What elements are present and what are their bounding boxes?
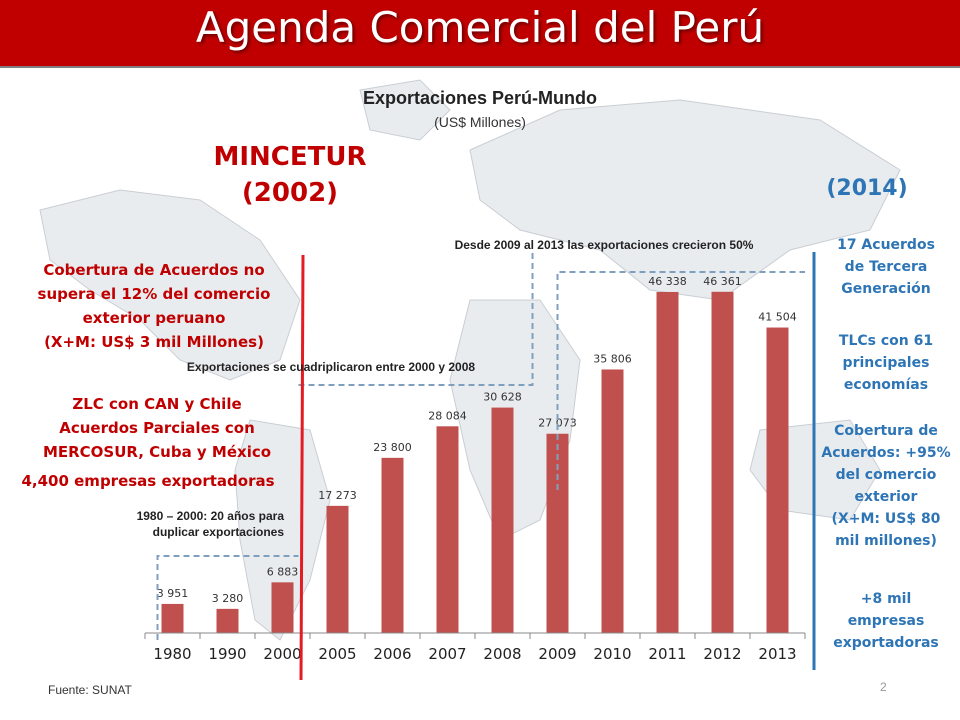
bar-2013 [766, 327, 789, 633]
left-coverage-line: exterior peruano [82, 309, 226, 327]
left-coverage-text: Cobertura de Acuerdos no supera el 12% d… [24, 258, 284, 354]
bar-1990 [216, 608, 239, 633]
dashed-bracket-2000-2008 [298, 251, 534, 386]
value-label-2009: 27 073 [538, 417, 577, 430]
x-tick-label-1980: 1980 [153, 645, 191, 663]
x-tick-label-2008: 2008 [483, 645, 521, 663]
left-agreements-line: ZLC con CAN y Chile [72, 395, 242, 413]
value-label-2006: 23 800 [373, 441, 412, 454]
page-number: 2 [880, 680, 887, 694]
right-companies-line: empresas [847, 613, 925, 629]
x-tick-label-2013: 2013 [758, 645, 796, 663]
bar-2007 [436, 426, 459, 633]
bar-2012 [711, 291, 734, 633]
x-tick-label-2012: 2012 [703, 645, 741, 663]
right-companies-line: exportadoras [833, 635, 939, 651]
bar-2011 [656, 291, 679, 633]
header-bar [0, 0, 960, 66]
x-tick-label-2005: 2005 [318, 645, 356, 663]
bar-2008 [491, 407, 514, 633]
value-label-2008: 30 628 [483, 391, 522, 404]
dashed-bracket-1980-2000 [156, 555, 299, 640]
x-tick-label-1990: 1990 [208, 645, 246, 663]
x-tick-label-2007: 2007 [428, 645, 466, 663]
bar-2005 [326, 505, 349, 633]
right-coverage-line: (X+M: US$ 80 [831, 511, 941, 527]
left-agreements-line: MERCOSUR, Cuba y México [42, 443, 272, 461]
value-label-2005: 17 273 [318, 489, 357, 502]
right-coverage-line: mil millones) [835, 533, 937, 549]
mincetur-2002-marker-line [299, 254, 305, 681]
dashed-bracket-2009-2013 [556, 271, 805, 490]
growth-annotation: Desde 2009 al 2013 las exportaciones cre… [454, 238, 754, 252]
bar-2010 [601, 369, 624, 633]
page-title: Agenda Comercial del Perú [195, 3, 765, 52]
right-tlc-text: TLCs con 61 principales economías [818, 330, 954, 396]
right-coverage-line: Cobertura de [834, 423, 938, 439]
left-note-text: 1980 – 2000: 20 años para duplicar expor… [80, 508, 284, 540]
value-label-2007: 28 084 [428, 409, 467, 422]
left-companies-text: 4,400 empresas exportadoras [21, 472, 275, 490]
right-agreements-line: de Tercera [844, 259, 928, 275]
right-companies-line: +8 mil [860, 591, 912, 607]
value-label-2000: 6 883 [267, 565, 299, 578]
chart-subtitle: (US$ Millones) [434, 114, 526, 130]
right-companies-text: +8 mil empresas exportadoras [818, 588, 954, 654]
quadrupled-annotation: Exportaciones se cuadriplicaron entre 20… [186, 360, 476, 374]
x-tick-label-2000: 2000 [263, 645, 301, 663]
source-note: Fuente: SUNAT [48, 683, 132, 697]
right-tlc-line: TLCs con 61 [838, 333, 934, 349]
value-label-2012: 46 361 [703, 275, 742, 288]
right-agreements-text: 17 Acuerdos de Tercera Generación [818, 234, 954, 300]
left-coverage-line: supera el 12% del comercio [37, 285, 271, 303]
value-label-2010: 35 806 [593, 352, 632, 365]
left-agreements-text: ZLC con CAN y Chile Acuerdos Parciales c… [14, 392, 300, 464]
right-tlc-line: economías [843, 377, 929, 393]
right-coverage-line: exterior [854, 489, 918, 505]
value-label-2013: 41 504 [758, 311, 797, 324]
right-coverage-line: Acuerdos: +95% [821, 445, 951, 461]
x-tick-label-2009: 2009 [538, 645, 576, 663]
x-tick-label-2010: 2010 [593, 645, 631, 663]
mincetur-title: MINCETUR [213, 142, 367, 172]
left-coverage-line: Cobertura de Acuerdos no [43, 261, 265, 279]
bar-2009 [546, 433, 569, 633]
bar-2006 [381, 457, 404, 633]
left-note-line: duplicar exportaciones [152, 525, 284, 539]
right-coverage-text: Cobertura de Acuerdos: +95% del comercio… [818, 420, 954, 552]
right-agreements-line: 17 Acuerdos [837, 237, 935, 253]
right-coverage-line: del comercio [835, 467, 937, 483]
bar-1980 [161, 603, 184, 633]
value-label-2011: 46 338 [648, 275, 687, 288]
left-coverage-line: (X+M: US$ 3 mil Millones) [44, 333, 264, 351]
chart-title: Exportaciones Perú-Mundo [362, 88, 598, 108]
right-year: (2014) [826, 176, 908, 201]
value-label-1980: 3 951 [157, 587, 189, 600]
bar-2000 [271, 582, 294, 633]
x-tick-label-2006: 2006 [373, 645, 411, 663]
right-agreements-line: Generación [841, 281, 931, 297]
value-label-1990: 3 280 [212, 592, 244, 605]
right-tlc-line: principales [842, 355, 930, 371]
left-agreements-line: Acuerdos Parciales con [59, 419, 255, 437]
header-divider [0, 66, 960, 68]
x-tick-label-2011: 2011 [648, 645, 686, 663]
left-note-line: 1980 – 2000: 20 años para [136, 509, 284, 523]
mincetur-year: (2002) [241, 178, 339, 208]
